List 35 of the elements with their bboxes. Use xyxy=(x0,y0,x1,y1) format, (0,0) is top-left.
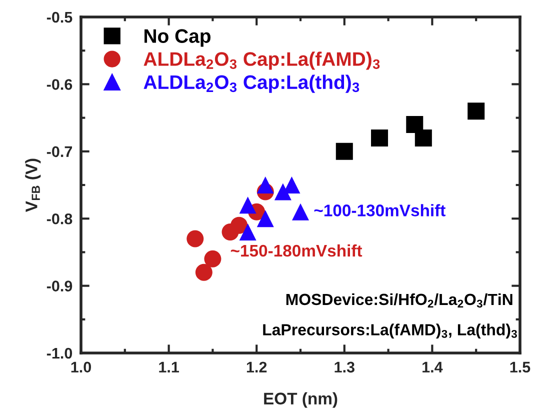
y-tick-label: -0.5 xyxy=(46,12,72,23)
point xyxy=(230,216,248,234)
y-tick-label: -1.0 xyxy=(46,348,72,359)
point xyxy=(371,129,388,146)
legend-label: No Cap xyxy=(144,29,210,47)
x-tick-label: 1.5 xyxy=(510,362,530,373)
point xyxy=(239,224,256,241)
x-tick-label: 1.3 xyxy=(334,362,354,373)
y-tick-label: -0.9 xyxy=(46,280,72,292)
y-axis-title: V$_{FB}$ (V) xyxy=(25,158,41,212)
legend-label: ALDLa$_{2}$O$_{3}$ Cap:La(fAMD)$_{3}$ xyxy=(144,52,380,70)
legend-label: ALDLa$_{2}$O$_{3}$ Cap:La(thd)$_{3}$ xyxy=(144,74,360,93)
point xyxy=(468,102,485,120)
point xyxy=(256,210,274,228)
point xyxy=(195,264,212,281)
point xyxy=(406,116,424,134)
x-axis-title: EOT (nm) xyxy=(264,392,338,408)
x-tick-label: 1.4 xyxy=(422,362,443,372)
annotation: LaPrecursors:La(fAMD)$_{3}$, La(thd)$_{3}$ xyxy=(263,324,517,339)
point xyxy=(414,129,432,146)
y-tick-label: -0.7 xyxy=(46,146,72,158)
annotation: MOSDevice:Si/HfO$_{2}$/La$_{2}$O$_{3}$/TiN xyxy=(286,293,512,308)
point xyxy=(256,176,274,194)
annotation: ~150-180mVshift xyxy=(230,244,362,257)
x-tick-label: 1.2 xyxy=(246,362,267,372)
point xyxy=(204,250,222,268)
x-tick-label: 1.1 xyxy=(159,362,179,372)
annotation: ~100-130mVshift xyxy=(314,204,446,216)
y-tick-label: -0.8 xyxy=(46,213,72,224)
x-tick-label: 1.0 xyxy=(71,362,91,373)
point xyxy=(336,142,353,160)
y-tick-label: -0.6 xyxy=(46,79,72,90)
point xyxy=(186,230,204,248)
point xyxy=(239,196,256,214)
point xyxy=(292,203,310,220)
